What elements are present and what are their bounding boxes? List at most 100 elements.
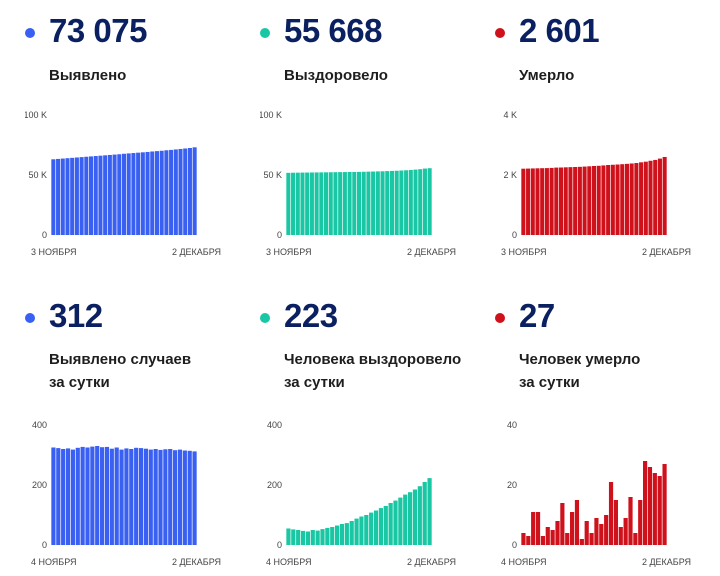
chart-bar: [163, 449, 168, 545]
chart-bar: [570, 512, 575, 545]
chart-bar: [325, 527, 330, 545]
chart-bar: [369, 512, 374, 545]
chart-bar: [643, 461, 648, 545]
chart-bar: [560, 503, 565, 545]
chart-bar: [352, 171, 357, 235]
chart-bar: [657, 158, 662, 235]
chart-bar: [347, 172, 352, 235]
stat-label: Человек умерло: [519, 351, 641, 368]
bullet-dot-icon: [260, 28, 270, 38]
chart-bar: [550, 530, 555, 545]
chart-bar: [109, 448, 114, 545]
x-end-label: 2 ДЕКАБРЯ: [642, 557, 691, 567]
y-tick-label: 200: [32, 480, 47, 490]
chart-bar: [417, 486, 422, 545]
y-tick-label: 4 K: [503, 110, 517, 120]
chart-bar: [192, 451, 197, 545]
chart-bar: [545, 527, 550, 545]
x-end-label: 2 ДЕКАБРЯ: [172, 557, 221, 567]
chart-bar: [554, 167, 559, 235]
chart-bar: [339, 524, 345, 545]
chart-bar: [60, 158, 65, 235]
y-tick-label: 50 K: [28, 170, 47, 180]
chart-bar: [623, 518, 628, 545]
x-end-label: 2 ДЕКАБРЯ: [407, 247, 456, 257]
chart-bar: [100, 447, 105, 545]
chart-bar: [633, 533, 638, 545]
chart-bar: [65, 448, 71, 545]
chart-bar: [408, 492, 413, 545]
chart-bar: [75, 447, 80, 545]
chart-bar: [375, 171, 380, 235]
chart-bar: [535, 168, 540, 235]
chart-bar: [296, 530, 301, 545]
chart-bar: [647, 467, 653, 545]
chart-bar: [112, 154, 117, 235]
x-end-label: 2 ДЕКАБРЯ: [172, 247, 221, 257]
chart-bar: [333, 172, 338, 235]
chart-bar: [74, 157, 79, 235]
chart-bar: [169, 149, 174, 235]
chart-bar: [366, 171, 371, 235]
chart-bar: [114, 447, 119, 545]
chart-bar: [624, 163, 629, 235]
chart-bar: [587, 166, 592, 235]
chart-bar: [134, 447, 139, 545]
chart-bar: [639, 162, 644, 235]
chart-bar: [51, 159, 56, 235]
chart-bar: [573, 166, 578, 235]
chart-bar: [93, 156, 98, 235]
chart-bar: [164, 150, 169, 235]
chart-bar: [356, 171, 362, 235]
chart-bar: [648, 160, 653, 235]
chart-bar: [608, 482, 614, 545]
chart-bar: [591, 166, 597, 235]
chart-bar: [173, 149, 178, 235]
chart-bar: [330, 527, 335, 545]
chart-bar: [427, 478, 432, 545]
bar-chart: 0 50 K 100 K 3 НОЯБРЯ 2 ДЕКАБРЯ: [260, 110, 456, 257]
chart-bar: [521, 168, 526, 235]
stat-label: Умерло: [519, 67, 575, 84]
chart-bar: [544, 168, 549, 235]
chart-bar: [328, 172, 333, 235]
chart-bar: [584, 521, 589, 545]
chart-bar: [158, 449, 163, 545]
chart-bar: [568, 167, 573, 235]
chart-bar: [145, 151, 150, 235]
y-tick-label: 0: [512, 230, 517, 240]
chart-bar: [601, 165, 606, 235]
chart-bar: [90, 446, 95, 545]
chart-bar: [565, 533, 570, 545]
chart-bar: [634, 163, 639, 235]
stat-label: за сутки: [284, 374, 345, 391]
chart-bar: [143, 448, 148, 545]
chart-bar: [408, 169, 413, 235]
y-tick-label: 100 K: [25, 110, 47, 120]
chart-bar: [291, 172, 296, 235]
chart-bar: [338, 172, 343, 235]
chart-bar: [173, 450, 178, 545]
chart-bar: [295, 172, 300, 235]
chart-bar: [319, 172, 324, 235]
stat-value: 73 075: [49, 12, 147, 49]
chart-bar: [535, 512, 541, 545]
chart-bar: [95, 446, 100, 545]
chart-bar: [563, 167, 568, 235]
x-start-label: 3 НОЯБРЯ: [266, 247, 312, 257]
chart-bar: [286, 172, 291, 235]
chart-bar: [51, 447, 56, 545]
chart-bar: [582, 166, 587, 235]
chart-bar: [418, 169, 423, 235]
y-tick-label: 0: [277, 540, 282, 550]
chart-bar: [662, 464, 667, 545]
chart-bar: [104, 446, 110, 545]
chart-bar: [559, 167, 564, 235]
chart-bar: [107, 154, 112, 235]
chart-bar: [404, 170, 409, 235]
stat-label: Выявлено случаев: [49, 351, 192, 368]
chart-bar: [361, 171, 366, 235]
bar-chart: 0 200 400 4 НОЯБРЯ 2 ДЕКАБРЯ: [31, 420, 221, 567]
chart-bar: [577, 166, 582, 235]
chart-bar: [613, 500, 618, 545]
